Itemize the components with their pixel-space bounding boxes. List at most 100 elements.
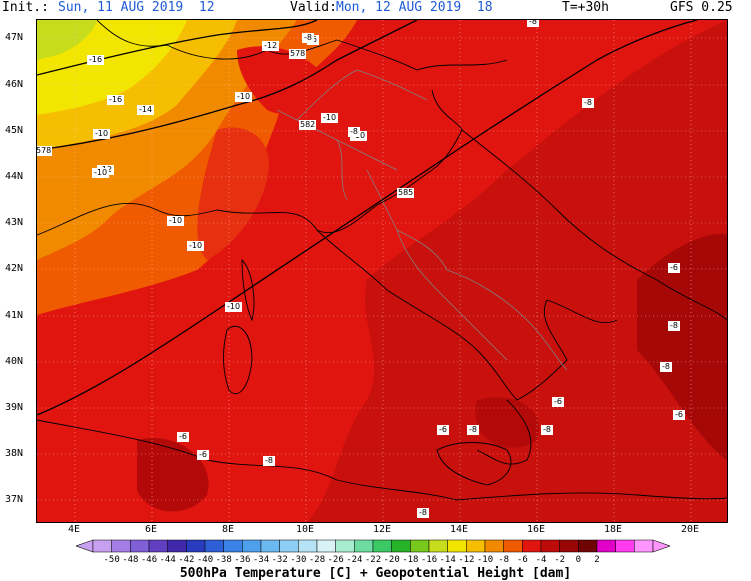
lat-label: 38N [5,448,24,459]
temperature-label: -10 [321,113,339,123]
colorbar-tick-label: -48 [122,555,139,565]
temperature-label: -16 [107,95,125,105]
colorbar-swatch [130,539,150,553]
lon-label: 4E [68,524,81,535]
temperature-label: -6 [668,263,680,273]
colorbar-swatch [279,539,299,553]
temperature-label: -14 [137,105,155,115]
colorbar-tick-label: -16 [420,555,438,565]
colorbar-swatch [540,539,560,553]
region-dark-red-east [637,233,727,460]
lat-label: 42N [5,263,24,274]
colorbar-swatch [596,539,616,553]
colorbar-swatch [391,539,411,553]
colorbar-swatch [410,539,430,553]
region-green-yellow [37,20,97,60]
colorbar-swatch [92,539,112,553]
colorbar-tick-label: -34 [252,555,270,565]
lat-label: 45N [5,125,24,136]
colorbar-swatch [316,539,336,553]
lat-label: 41N [5,310,24,321]
colorbar-swatch [354,539,374,553]
lon-label: 18E [604,524,623,535]
valid-time: Mon, 12 AUG 2019 18 [336,0,493,15]
lat-label: 47N [5,32,24,43]
region-red-alps [237,46,327,114]
colorbar-tick-label: -30 [290,555,307,565]
temperature-label: -8 [582,98,594,108]
colorbar-swatch [335,539,355,553]
colorbar-tick-label: -28 [308,555,326,565]
region-dark-red-sw [137,438,209,512]
temperature-label: -10 [167,216,185,226]
colorbar-svg [75,539,671,553]
colorbar-swatch [242,539,262,553]
colorbar-tick-label: -40 [196,555,214,565]
colorbar-tick-label: -6 [516,555,528,565]
temperature-label: -8 [348,127,360,137]
colorbar-swatch [559,539,579,553]
colorbar-tick-label: -46 [140,555,158,565]
colorbar-swatch [148,539,168,553]
colorbar-tick-label: -42 [178,555,195,565]
lon-label: 20E [681,524,700,535]
colorbar-tick-label: -10 [476,555,494,565]
temperature-label: -10 [225,302,243,312]
region-borders [276,69,568,371]
temperature-label: -8 [263,456,275,466]
colorbar-arrow-right [652,539,671,553]
colorbar-swatch [167,539,187,553]
colorbar-swatch [503,539,523,553]
colorbar-swatch [447,539,467,553]
lat-label: 40N [5,356,24,367]
colorbar-swatch [111,539,131,553]
temperature-label: -8 [417,508,429,518]
colorbar-swatch [186,539,206,553]
height-label: 578 [289,49,307,59]
colorbar-tick-label: -4 [535,555,547,565]
colorbar-tick-label: -22 [364,555,382,565]
lon-label: 10E [296,524,315,535]
colorbar-swatch [466,539,486,553]
temperature-label: -8 [668,321,680,331]
region-red-west [197,127,269,260]
map-svg [37,20,727,522]
init-label: Init.: [2,0,49,15]
height-label: 582 [299,120,317,130]
colorbar-swatch [204,539,224,553]
colorbar-swatch [615,539,635,553]
colorbar-tick-label: -50 [103,555,120,565]
temperature-label: -6 [552,397,564,407]
init-time: Sun, 11 AUG 2019 12 [58,0,215,15]
colorbar-swatch [298,539,318,553]
temperature-label: -8 [527,19,539,27]
weather-map: -8-12-16-10-16-14-10-12-10-10-10-10-10-8… [36,19,728,523]
lat-label: 46N [5,79,24,90]
lat-label: 43N [5,217,24,228]
colorbar-swatch [372,539,392,553]
colorbar-swatch [223,539,243,553]
colorbar-tick-label: -18 [402,555,419,565]
height-contours [37,20,698,416]
temperature-label: -8 [302,33,314,43]
colorbar-swatch [428,539,448,553]
colorbar-tick-label: -20 [383,555,400,565]
colorbar-tick-label: -14 [439,555,456,565]
colorbar-swatch [260,539,280,553]
colorbar-swatch [522,539,542,553]
model-name: GFS 0.25 [670,0,733,15]
lat-label: 39N [5,402,24,413]
colorbar-tick-label: -32 [271,555,288,565]
temperature-label: -8 [467,425,479,435]
lat-label: 44N [5,171,24,182]
lon-label: 14E [450,524,469,535]
height-label: 585 [397,188,415,198]
temperature-label: -6 [177,432,189,442]
colorbar-tick-label: -38 [215,555,232,565]
temperature-label: -10 [235,92,253,102]
header-bar: Init.: Sun, 11 AUG 2019 12 Valid: Mon, 1… [0,0,751,18]
temperature-label: -6 [197,450,209,460]
temperature-label: -16 [87,55,105,65]
temperature-label: -8 [660,362,672,372]
lon-label: 8E [222,524,235,535]
